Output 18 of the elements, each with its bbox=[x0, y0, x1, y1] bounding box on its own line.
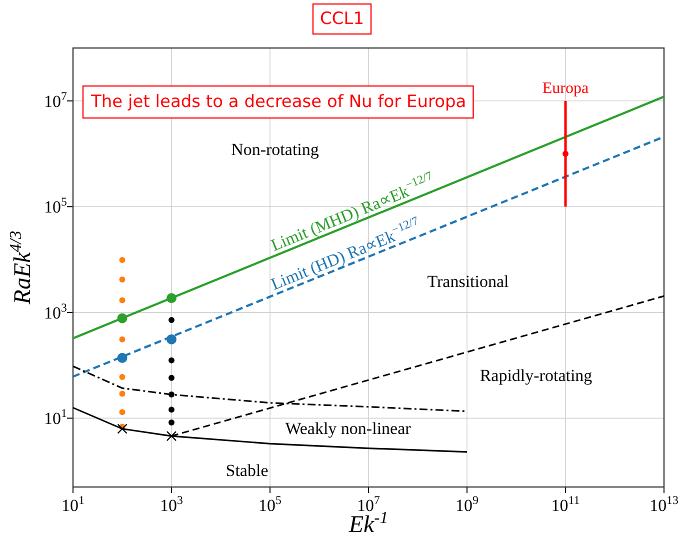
y-tick-label: 10$^{7}$ bbox=[44, 88, 68, 111]
annotation: The jet leads to a decrease of Nu for Europa bbox=[90, 92, 466, 112]
x-tick-label: 10$^{11}$ bbox=[551, 493, 580, 515]
text: Europa bbox=[542, 80, 589, 97]
x-tick-label: 10$^{1}$ bbox=[62, 493, 85, 515]
x-tick-label: 10$^{13}$ bbox=[650, 493, 678, 515]
chart-title: CCL1 bbox=[320, 9, 364, 29]
y-tick-label: 10$^{1}$ bbox=[44, 406, 68, 428]
annotation: Weakly non-linear bbox=[285, 419, 412, 438]
y-tick-label: 10$^{3}$ bbox=[44, 300, 68, 322]
annotation: Stable bbox=[226, 461, 268, 480]
x-tick-label: 10$^{9}$ bbox=[456, 493, 479, 515]
annotation: Transitional bbox=[427, 272, 510, 291]
annotation: Rapidly-rotating bbox=[480, 366, 593, 385]
y-tick-label: 10$^{5}$ bbox=[44, 194, 68, 217]
x-tick-label: 10$^{5}$ bbox=[258, 493, 282, 515]
annotation: Non-rotating bbox=[231, 140, 320, 159]
x-tick-label: 10$^{3}$ bbox=[160, 493, 184, 515]
